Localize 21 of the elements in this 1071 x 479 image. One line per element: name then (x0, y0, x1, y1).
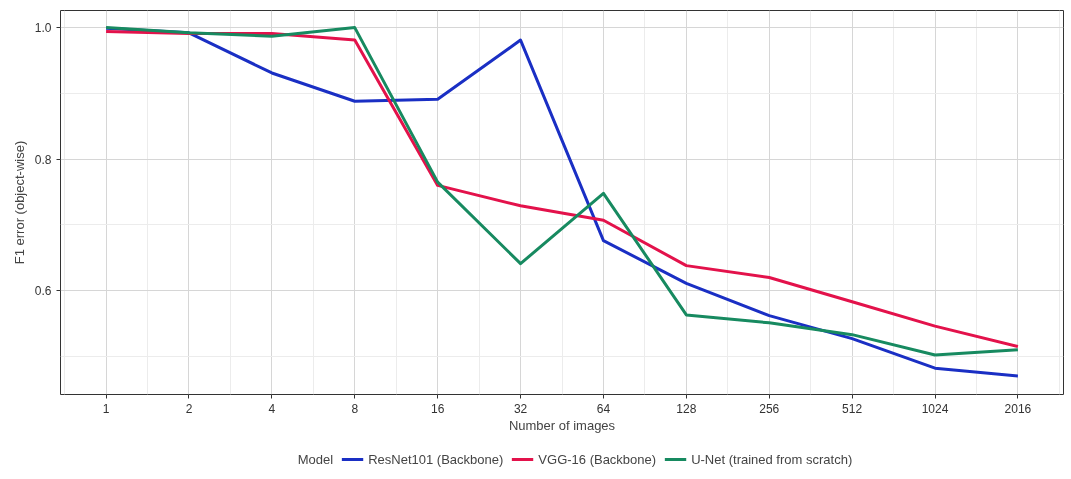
x-tick-label: 32 (513, 401, 528, 416)
x-tick-label: 1 (102, 401, 110, 416)
y-axis-title: F1 error (object-wise) (11, 140, 27, 265)
x-tick-label: 64 (596, 401, 611, 416)
x-tick-label: 1024 (921, 401, 949, 416)
legend-label: U-Net (trained from scratch) (691, 451, 853, 467)
x-tick-label: 8 (351, 401, 359, 416)
x-tick-label: 4 (268, 401, 276, 416)
x-axis-title: Number of images (508, 417, 616, 433)
x-tick-label: 2 (185, 401, 193, 416)
legend-title: Model (297, 451, 334, 467)
x-tick-label: 512 (842, 401, 863, 416)
x-tick-label: 128 (676, 401, 697, 416)
legend-label: ResNet101 (Backbone) (368, 451, 504, 467)
legend-label: VGG-16 (Backbone) (538, 451, 657, 467)
x-tick-label: 16 (430, 401, 445, 416)
y-tick-label: 0.6 (34, 284, 52, 299)
y-tick-label: 1.0 (34, 21, 52, 36)
y-tick-label: 0.8 (34, 152, 52, 167)
x-tick-label: 256 (759, 401, 780, 416)
x-tick-label: 2016 (1004, 401, 1032, 416)
